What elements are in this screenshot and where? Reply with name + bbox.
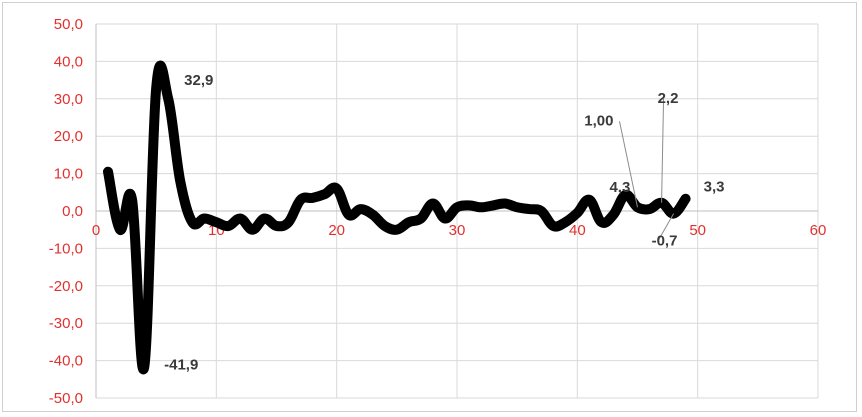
y-tick-label: -10,0: [49, 240, 83, 257]
y-tick-label: -50,0: [49, 390, 83, 407]
data-label: 32,9: [184, 72, 213, 89]
label-leader-lines: [619, 98, 675, 242]
data-label: -41,9: [164, 357, 198, 374]
series-layer: [103, 60, 691, 375]
data-label: 1,00: [584, 112, 613, 129]
data-label: 4,3: [609, 179, 630, 196]
y-tick-label: 50,0: [54, 16, 83, 33]
x-tick-label: 20: [328, 222, 345, 239]
y-tick-label: -40,0: [49, 353, 83, 370]
series-line: [103, 60, 691, 375]
y-tick-label: -30,0: [49, 315, 83, 332]
y-tick-label: -20,0: [49, 278, 83, 295]
x-tick-label: 40: [569, 222, 586, 239]
data-labels: 32,9 -41,9 1,00 2,2 4,3 -0,7 3,3: [164, 72, 724, 374]
y-tick-label: 10,0: [54, 166, 83, 183]
data-label: 3,3: [704, 179, 725, 196]
label-leader-line: [661, 98, 665, 203]
y-axis-tick-labels: 50,0 40,0 30,0 20,0 10,0 0,0 -10,0 -20,0 -30,0 -4…: [49, 16, 83, 407]
y-tick-label: 40,0: [54, 53, 83, 70]
label-leader-line: [619, 121, 638, 208]
x-tick-label: 60: [810, 222, 827, 239]
label-leader-line: [657, 213, 675, 242]
y-tick-label: 0,0: [62, 203, 83, 220]
data-label: -0,7: [652, 233, 678, 250]
data-label: 2,2: [658, 90, 679, 107]
x-tick-label: 30: [449, 222, 466, 239]
y-tick-label: 30,0: [54, 91, 83, 108]
x-tick-label: 0: [92, 222, 100, 239]
y-tick-label: 20,0: [54, 128, 83, 145]
x-tick-label: 50: [689, 222, 706, 239]
x-axis-tick-labels: 0 10 20 30 40 50 60: [92, 222, 827, 239]
